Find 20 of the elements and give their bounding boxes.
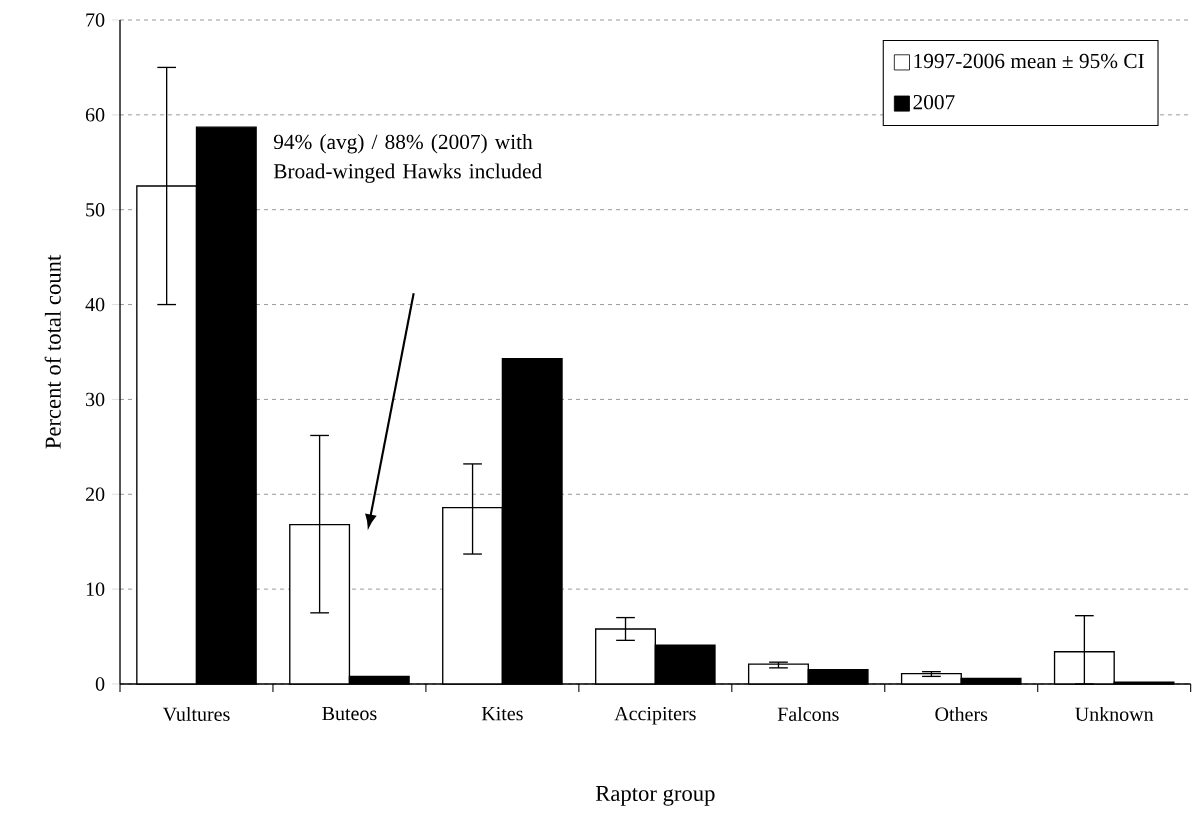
y-tick-label: 40 <box>85 297 105 312</box>
x-tick-label: Buteos <box>322 706 377 721</box>
annotation: 94% (avg) / 88% (2007) with Broad-winged Hawks included <box>273 134 542 183</box>
y-tick-label: 60 <box>85 108 105 122</box>
x-tick-label: Unknown <box>1075 706 1154 721</box>
x-tick-label: Kites <box>481 706 523 721</box>
y-tick-label: 10 <box>86 582 105 596</box>
y-tick-label: 70 <box>86 13 105 27</box>
legend-label: 2007 <box>913 94 955 110</box>
y-axis-title: Percent of total count <box>44 254 61 449</box>
x-tick-label: Vultures <box>162 706 230 722</box>
y-tick-label: 30 <box>86 392 105 407</box>
x-axis-title: Raptor group <box>595 786 715 806</box>
x-tick-label: Others <box>935 706 988 721</box>
y-tick-label: 20 <box>85 487 105 502</box>
x-tick-label: Falcons <box>777 706 839 721</box>
y-tick-label: 50 <box>86 202 105 217</box>
legend-label: 1997-2006 mean ± 95% CI <box>914 53 1144 69</box>
x-tick-label: Accipiters <box>614 706 696 725</box>
y-tick-label: 0 <box>95 677 105 691</box>
